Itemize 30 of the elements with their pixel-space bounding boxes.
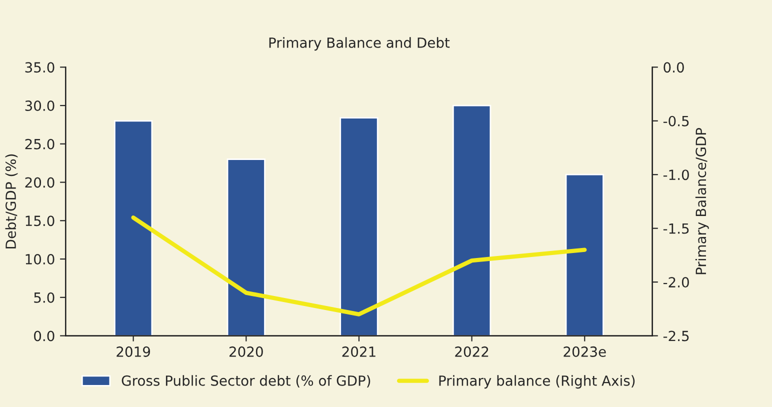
x-tick-label: 2020 — [229, 346, 263, 357]
y2-tick-label: -2.5 — [663, 330, 689, 342]
y2-axis-title: Primary Balance/GDP — [695, 128, 709, 274]
y2-tick-label: -1.0 — [663, 170, 689, 180]
x-tick-label: 2019 — [116, 346, 150, 357]
chart-title: Primary Balance and Debt — [269, 37, 450, 51]
x-tick-label: 2022 — [455, 346, 488, 357]
y-tick-label: 20.0 — [25, 177, 54, 188]
legend-label: Gross Public Sector debt (% of GDP) — [122, 375, 370, 388]
y-tick-label: 0.0 — [34, 330, 54, 342]
y-tick-label: 35.0 — [25, 62, 54, 73]
bar — [452, 104, 492, 336]
y-tick-label: 5.0 — [34, 292, 54, 303]
y2-tick-label: 0.0 — [664, 62, 684, 73]
y2-tick-label: -1.5 — [663, 223, 689, 234]
x-tick-label: 2021 — [342, 346, 376, 357]
bar — [565, 174, 604, 336]
legend-label: Primary balance (Right Axis) — [439, 375, 635, 389]
x-tick-label: 2023e — [564, 346, 606, 357]
bar — [226, 158, 266, 336]
y-tick-label: 30.0 — [25, 100, 54, 112]
y-tick-label: 25.0 — [25, 138, 54, 150]
y-tick-label: 10.0 — [26, 254, 54, 264]
y-axis-title: Debt/GDP (%) — [5, 154, 18, 248]
y2-tick-label: -2.0 — [663, 277, 689, 288]
bar — [340, 117, 378, 336]
line-series — [131, 215, 587, 316]
y2-tick-label: -0.5 — [663, 116, 689, 126]
y-tick-label: 15.0 — [26, 216, 54, 226]
bar — [114, 120, 153, 336]
